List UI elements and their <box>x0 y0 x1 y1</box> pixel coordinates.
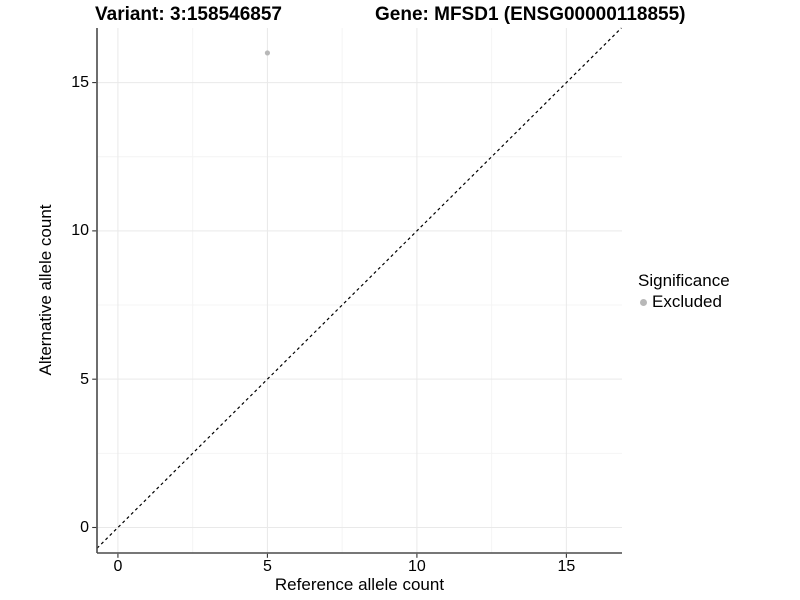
plot-title-variant: Variant: 3:158546857 <box>95 4 282 25</box>
x-tick-label: 15 <box>557 558 576 575</box>
x-tick-label: 0 <box>113 558 123 575</box>
legend-item-label: Excluded <box>652 292 722 311</box>
identity-dashed-line <box>96 27 622 549</box>
y-tick-label: 0 <box>80 518 89 536</box>
legend-item-excluded: Excluded <box>638 292 730 312</box>
x-axis-title: Reference allele count <box>274 575 445 594</box>
y-tick-label: 15 <box>71 74 89 92</box>
legend-key-circle-icon <box>640 298 647 306</box>
data-point <box>264 50 271 56</box>
y-tick-label: 5 <box>80 370 89 388</box>
y-tick-label: 10 <box>71 222 89 240</box>
x-tick-label: 5 <box>262 558 272 575</box>
x-tick-label: 10 <box>407 558 426 575</box>
legend-title: Significance <box>638 271 730 290</box>
plot-title-gene: Gene: MFSD1 (ENSG00000118855) <box>375 4 686 25</box>
legend: Significance Excluded <box>638 271 730 312</box>
